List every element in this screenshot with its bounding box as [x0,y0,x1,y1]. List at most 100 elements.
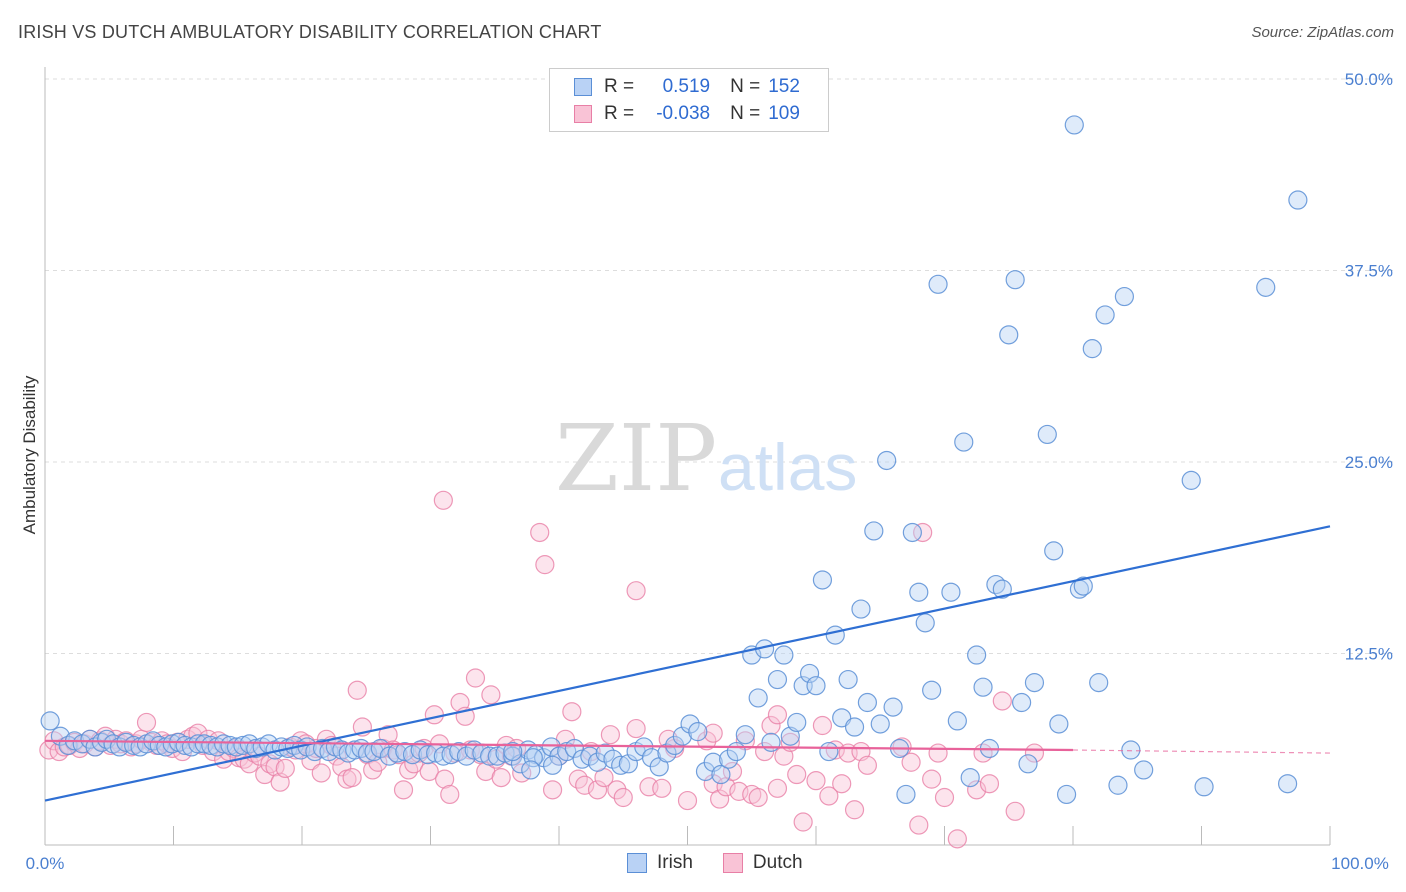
irish-point [787,712,807,733]
dutch-point [435,769,455,789]
dutch-point [934,787,955,808]
y-tick-label: 37.5% [1345,262,1393,281]
irish-point [902,522,922,543]
irish-point [999,325,1019,345]
irish-point [1082,339,1102,359]
dutch-point [913,522,933,543]
irish-point [992,579,1012,599]
dutch-point [419,761,439,782]
irish-point [1277,774,1298,794]
irish-point [748,688,768,708]
dutch-trend-line [44,739,1074,752]
dutch-point [393,780,414,800]
irish-point [1049,714,1069,734]
irish-point [825,625,845,645]
dutch-point [600,725,621,745]
irish-point [967,645,987,665]
dutch-point [767,778,788,798]
irish-point [1044,541,1064,561]
dutch-point [275,758,295,779]
irish-point [870,714,890,734]
dutch-point [922,769,942,789]
irish-point [1256,277,1276,297]
irish-point [688,722,708,742]
irish-point [896,784,916,805]
dutch-point [928,743,948,763]
watermark-zip: ZIP [555,405,717,512]
irish-point [503,741,523,762]
dutch-point [748,787,768,808]
irish-point [395,741,415,762]
watermark-atlas: atlas [718,430,857,504]
irish-point [1288,190,1308,210]
dutch-point [433,490,453,510]
tick-labels: 12.5% 25.0% 37.5% 50.0% 0.0% 100.0% [26,70,1393,873]
irish-point [1095,305,1115,325]
irish-point [726,741,746,762]
dutch-point [844,800,865,820]
irish-point [735,725,755,745]
irish-point [542,755,563,775]
dutch-point [947,829,967,849]
dutch-point [607,780,627,800]
irish-point [246,738,266,759]
dutch-point [857,755,878,775]
irish-r-value: 0.519 [662,76,711,97]
irish-point [960,767,980,788]
irish-series [40,115,1308,805]
irish-point [806,676,826,696]
irish-point [819,741,839,762]
irish-point [761,732,781,752]
irish-point [922,680,942,700]
dutch-point [626,718,646,739]
dutch-n-value: 109 [768,103,800,124]
irish-point [40,711,60,731]
irish-point [1073,576,1093,596]
irish-point [1056,784,1077,805]
dutch-legend-label: Dutch [752,852,803,873]
legend-item-dutch[interactable]: Dutch [722,852,803,874]
irish-point [1194,777,1214,797]
irish-point [799,663,820,684]
legend-r-label: R = [604,76,635,97]
dutch-r-value: -0.038 [656,103,711,124]
dutch-point [787,764,807,785]
irish-point [703,752,723,772]
dutch-point [399,760,419,780]
series-legend: Irish Dutch [627,852,833,874]
dutch-point [677,790,698,811]
irish-point [657,743,677,763]
irish-point [1134,760,1154,780]
legend-item-irish[interactable]: Irish [627,852,693,874]
irish-point [838,669,858,690]
irish-point [928,274,948,294]
irish-point [947,711,967,731]
dutch-point [440,784,460,805]
irish-point [521,760,541,780]
dutch-point [767,705,788,725]
dutch-point [979,774,1000,794]
dutch-point [465,668,486,688]
irish-point [851,599,871,619]
dutch-point [832,774,852,794]
dutch-point [481,685,501,705]
dutch-point [652,778,672,798]
irish-point [941,582,961,602]
gridlines [45,78,1393,654]
irish-point [1121,740,1141,760]
irish-point [611,755,631,775]
correlation-legend: R = 0.519 N = 152 R = -0.038 N = 109 [549,68,829,132]
irish-point [909,582,929,602]
dutch-point [575,775,595,795]
irish-point [572,749,592,769]
irish-point [844,717,865,737]
irish-point [433,746,453,766]
legend-row-dutch: R = -0.038 N = 109 [574,102,800,126]
irish-point [672,726,692,746]
irish-point [1114,286,1135,307]
irish-legend-label: Irish [657,852,693,873]
irish-point [973,677,993,697]
x-tick-label: 0.0% [26,854,65,873]
dutch-point [136,712,157,733]
